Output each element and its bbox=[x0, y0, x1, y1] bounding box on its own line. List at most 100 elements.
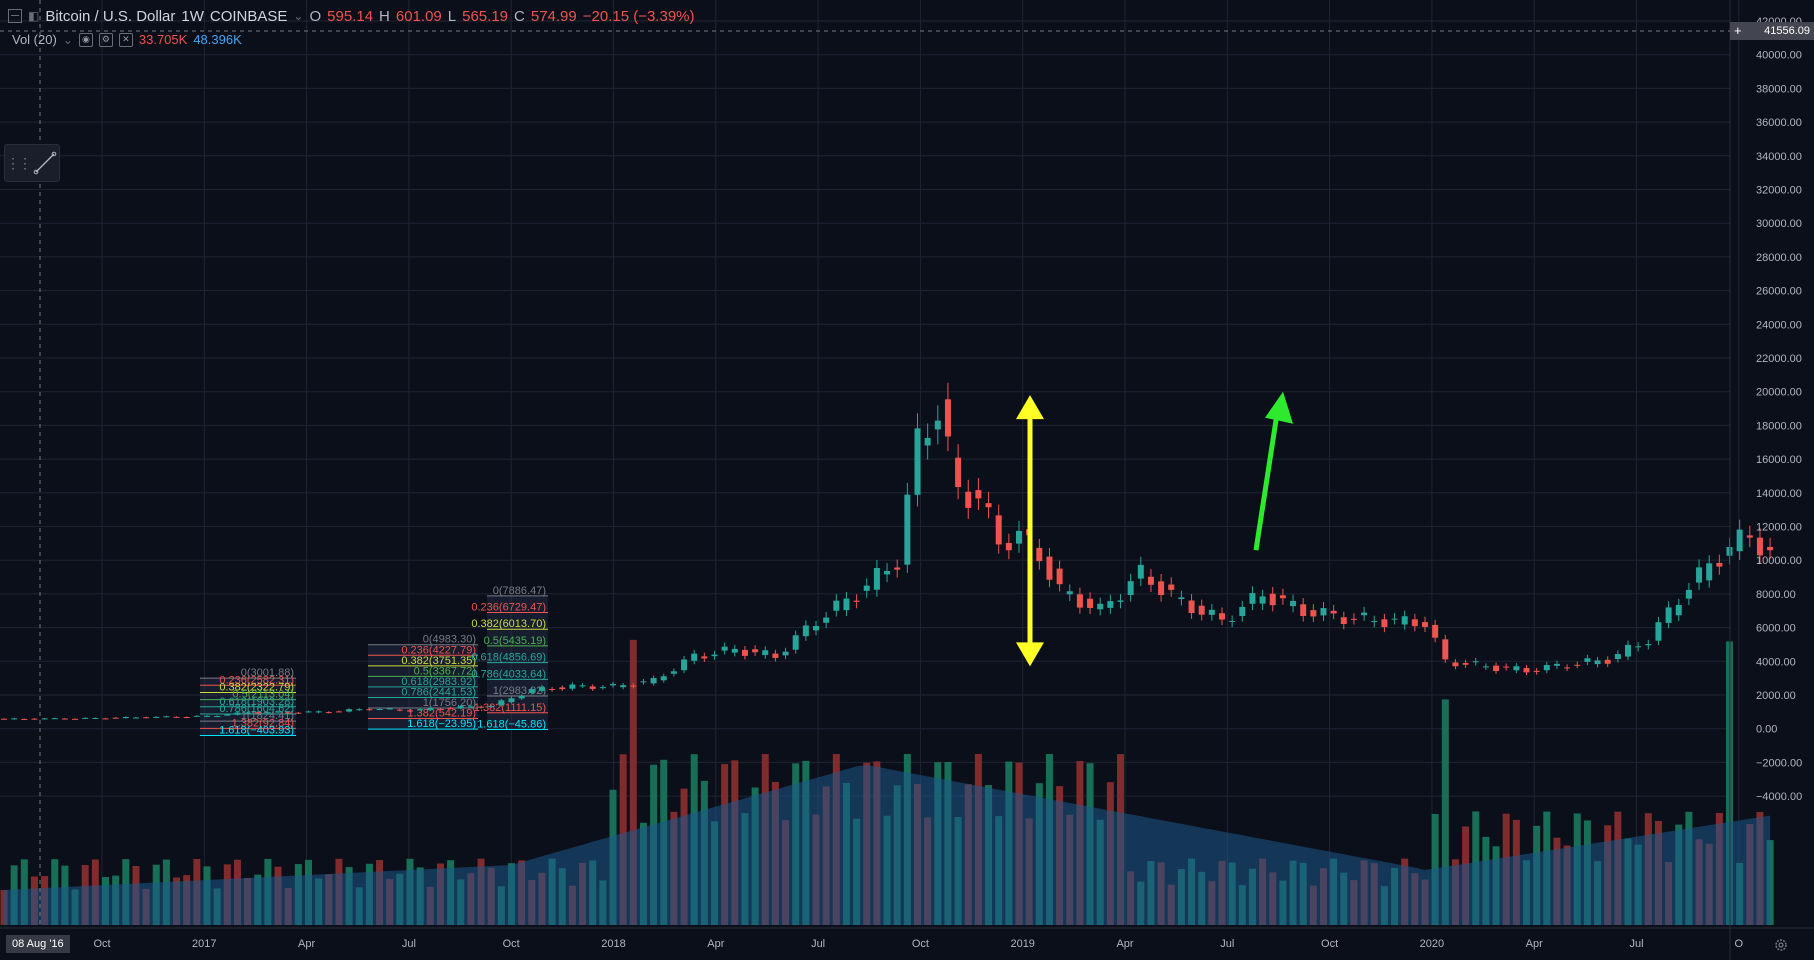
x-axis-tick-label: Jul bbox=[1220, 938, 1234, 950]
close-icon[interactable]: ✕ bbox=[118, 32, 133, 47]
candle-body bbox=[1574, 664, 1581, 666]
gear-icon[interactable] bbox=[1773, 937, 1789, 953]
candle-body bbox=[1340, 617, 1347, 624]
candle-body bbox=[153, 716, 160, 718]
candle-body bbox=[1036, 547, 1043, 562]
candle-body bbox=[224, 714, 231, 716]
candle-body bbox=[802, 625, 809, 637]
candle-body bbox=[112, 717, 119, 719]
y-axis-tick-label: −4000.00 bbox=[1756, 791, 1802, 803]
candle-body bbox=[1553, 663, 1560, 666]
floating-drawing-toolbar[interactable]: ⋮⋮ bbox=[4, 144, 60, 182]
candle-body bbox=[1513, 666, 1520, 671]
candle-body bbox=[1168, 584, 1175, 590]
fib-level-label: 1.618(−23.95) bbox=[407, 718, 476, 730]
chevron-down-icon[interactable]: ⌄ bbox=[293, 9, 304, 23]
candle-body bbox=[1229, 620, 1236, 622]
candle-body bbox=[813, 625, 819, 631]
candle-body bbox=[447, 707, 454, 709]
candle-body bbox=[620, 685, 627, 688]
candle-body bbox=[1706, 563, 1713, 581]
volume-value-red: 33.705K bbox=[138, 32, 188, 47]
low-value: 565.19 bbox=[462, 7, 509, 25]
settings-icon[interactable]: ⚙ bbox=[98, 32, 113, 47]
candle-body bbox=[559, 687, 566, 690]
trend-line-icon[interactable] bbox=[32, 150, 58, 176]
x-axis-tick-label: Apr bbox=[707, 938, 724, 950]
volume-bar bbox=[629, 639, 637, 925]
candle-body bbox=[132, 717, 139, 719]
candle-body bbox=[173, 716, 180, 718]
fib-level-label: 0.618(2983.92) bbox=[401, 676, 476, 688]
fib-level-label: 1(1824.41) bbox=[241, 710, 294, 722]
candle-body bbox=[1016, 530, 1022, 544]
candle-body bbox=[528, 688, 535, 693]
x-axis-tick-label: Oct bbox=[912, 938, 929, 950]
y-axis-tick-label: 24000.00 bbox=[1756, 319, 1802, 331]
high-value: 601.09 bbox=[395, 7, 442, 25]
candle-body bbox=[346, 709, 353, 712]
open-value: 595.14 bbox=[327, 7, 374, 25]
x-axis-tick-label: 2020 bbox=[1420, 938, 1444, 950]
symbol-icon: ◧ bbox=[28, 9, 40, 23]
x-axis-tick-label: Jul bbox=[402, 938, 416, 950]
candle-body bbox=[731, 648, 738, 653]
candle-body bbox=[1625, 644, 1631, 657]
candle-body bbox=[285, 712, 292, 714]
candle-body bbox=[843, 598, 850, 611]
candle-body bbox=[1269, 593, 1276, 606]
collapse-icon[interactable] bbox=[8, 9, 22, 23]
candle-body bbox=[1330, 610, 1337, 614]
candle-body bbox=[1442, 639, 1449, 660]
candle-body bbox=[1594, 660, 1601, 665]
fib-level-label: 0.382(6013.70) bbox=[471, 618, 546, 630]
crosshair-price-label: + 41556.09 bbox=[1730, 22, 1814, 40]
fib-level-label: 0.5(5435.19) bbox=[484, 635, 546, 647]
eye-icon[interactable]: ◉ bbox=[78, 32, 93, 47]
candle-body bbox=[437, 709, 444, 711]
candle-body bbox=[275, 711, 282, 713]
plus-icon[interactable]: + bbox=[1734, 23, 1742, 38]
fib-level-label: 0.618(4856.69) bbox=[471, 652, 546, 664]
open-label: O bbox=[309, 7, 322, 25]
y-axis-tick-label: 6000.00 bbox=[1756, 623, 1796, 635]
fib-level-label: 1.618(−45.86) bbox=[477, 718, 546, 730]
candle-body bbox=[1076, 594, 1083, 608]
candle-body bbox=[1, 718, 7, 720]
candle-body bbox=[681, 659, 688, 671]
green-arrow-shaft bbox=[1253, 413, 1280, 551]
chevron-down-icon[interactable]: ⌄ bbox=[62, 32, 73, 47]
candle-body bbox=[1746, 535, 1753, 538]
candle-body bbox=[315, 711, 322, 713]
candle-body bbox=[1472, 661, 1479, 663]
candle-body bbox=[1107, 601, 1114, 608]
candle-body bbox=[1584, 658, 1591, 662]
candle-body bbox=[478, 706, 485, 708]
candle-body bbox=[1635, 646, 1642, 648]
candle-body bbox=[792, 635, 799, 650]
drag-handle-icon[interactable]: ⋮⋮ bbox=[6, 154, 32, 171]
volume-value-blue: 48.396K bbox=[193, 32, 242, 47]
candle-body bbox=[1533, 670, 1540, 672]
candle-body bbox=[579, 685, 586, 687]
volume-label[interactable]: Vol (20) bbox=[12, 32, 57, 47]
candle-body bbox=[407, 710, 413, 712]
y-axis-tick-label: 30000.00 bbox=[1756, 218, 1802, 230]
fib-level-label: 0.786(4033.64) bbox=[471, 668, 546, 680]
candle-body bbox=[721, 646, 728, 651]
fib-level-label: 0.382(3751.35) bbox=[401, 655, 476, 667]
symbol-title[interactable]: Bitcoin / U.S. Dollar bbox=[45, 7, 176, 25]
candle-body bbox=[467, 706, 474, 708]
candle-body bbox=[193, 715, 200, 717]
candle-body bbox=[691, 653, 698, 661]
candle-body bbox=[1371, 621, 1378, 623]
candle-body bbox=[254, 712, 261, 714]
x-axis-tick-label: Apr bbox=[1526, 938, 1543, 950]
y-axis-tick-label: 28000.00 bbox=[1756, 252, 1802, 264]
candle-body bbox=[538, 687, 545, 691]
crosshair-date-value: 08 Aug '16 bbox=[12, 938, 64, 950]
candle-body bbox=[1604, 659, 1611, 664]
candle-body bbox=[670, 671, 677, 674]
